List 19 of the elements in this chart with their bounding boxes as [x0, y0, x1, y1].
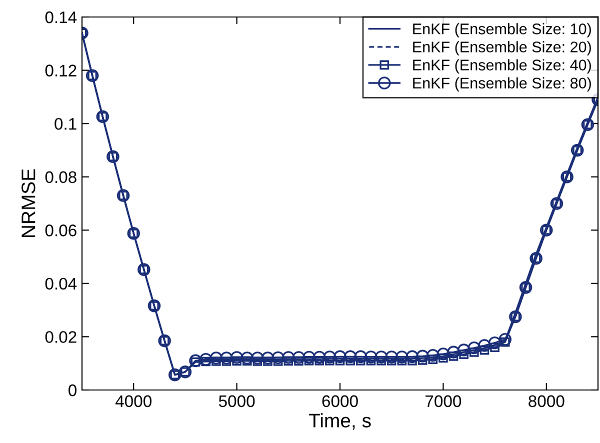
y-tick-label: 0.12: [45, 64, 76, 76]
x-tick-label: 6000: [322, 395, 358, 408]
x-axis-title: Time, s: [308, 413, 371, 430]
y-tick-label: 0: [68, 384, 76, 396]
y-tick-label: 0.04: [45, 278, 77, 290]
y-tick-label: 0.1: [54, 118, 76, 130]
x-tick-label: 4000: [115, 395, 152, 408]
y-tick-label: 0.06: [45, 224, 76, 236]
y-tick-label: 0.14: [45, 11, 77, 24]
x-tick-label: 7000: [426, 395, 462, 408]
legend-label: EnKF (Ensemble Size: 20): [413, 41, 591, 56]
legend-label: EnKF (Ensemble Size: 10): [413, 23, 591, 38]
legend-label: EnKF (Ensemble Size: 40): [413, 59, 591, 74]
y-tick-label: 0.08: [45, 171, 76, 184]
x-tick-label: 8000: [528, 395, 564, 408]
y-tick-label: 0.02: [45, 331, 76, 343]
legend-label: EnKF (Ensemble Size: 80): [413, 77, 591, 92]
x-tick-label: 5000: [218, 395, 255, 408]
y-axis-title: NRMSE: [22, 169, 36, 238]
